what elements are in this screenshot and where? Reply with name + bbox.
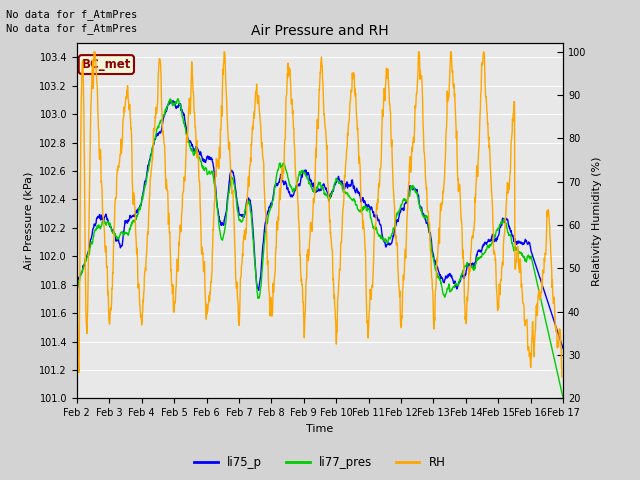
Legend: li75_p, li77_pres, RH: li75_p, li77_pres, RH [189, 452, 451, 474]
Text: No data for f_AtmPres: No data for f_AtmPres [6, 23, 138, 34]
Title: Air Pressure and RH: Air Pressure and RH [251, 24, 389, 38]
Text: BC_met: BC_met [82, 58, 131, 71]
X-axis label: Time: Time [307, 424, 333, 433]
Text: No data for f_AtmPres: No data for f_AtmPres [6, 9, 138, 20]
Y-axis label: Relativity Humidity (%): Relativity Humidity (%) [592, 156, 602, 286]
Y-axis label: Air Pressure (kPa): Air Pressure (kPa) [24, 172, 34, 270]
